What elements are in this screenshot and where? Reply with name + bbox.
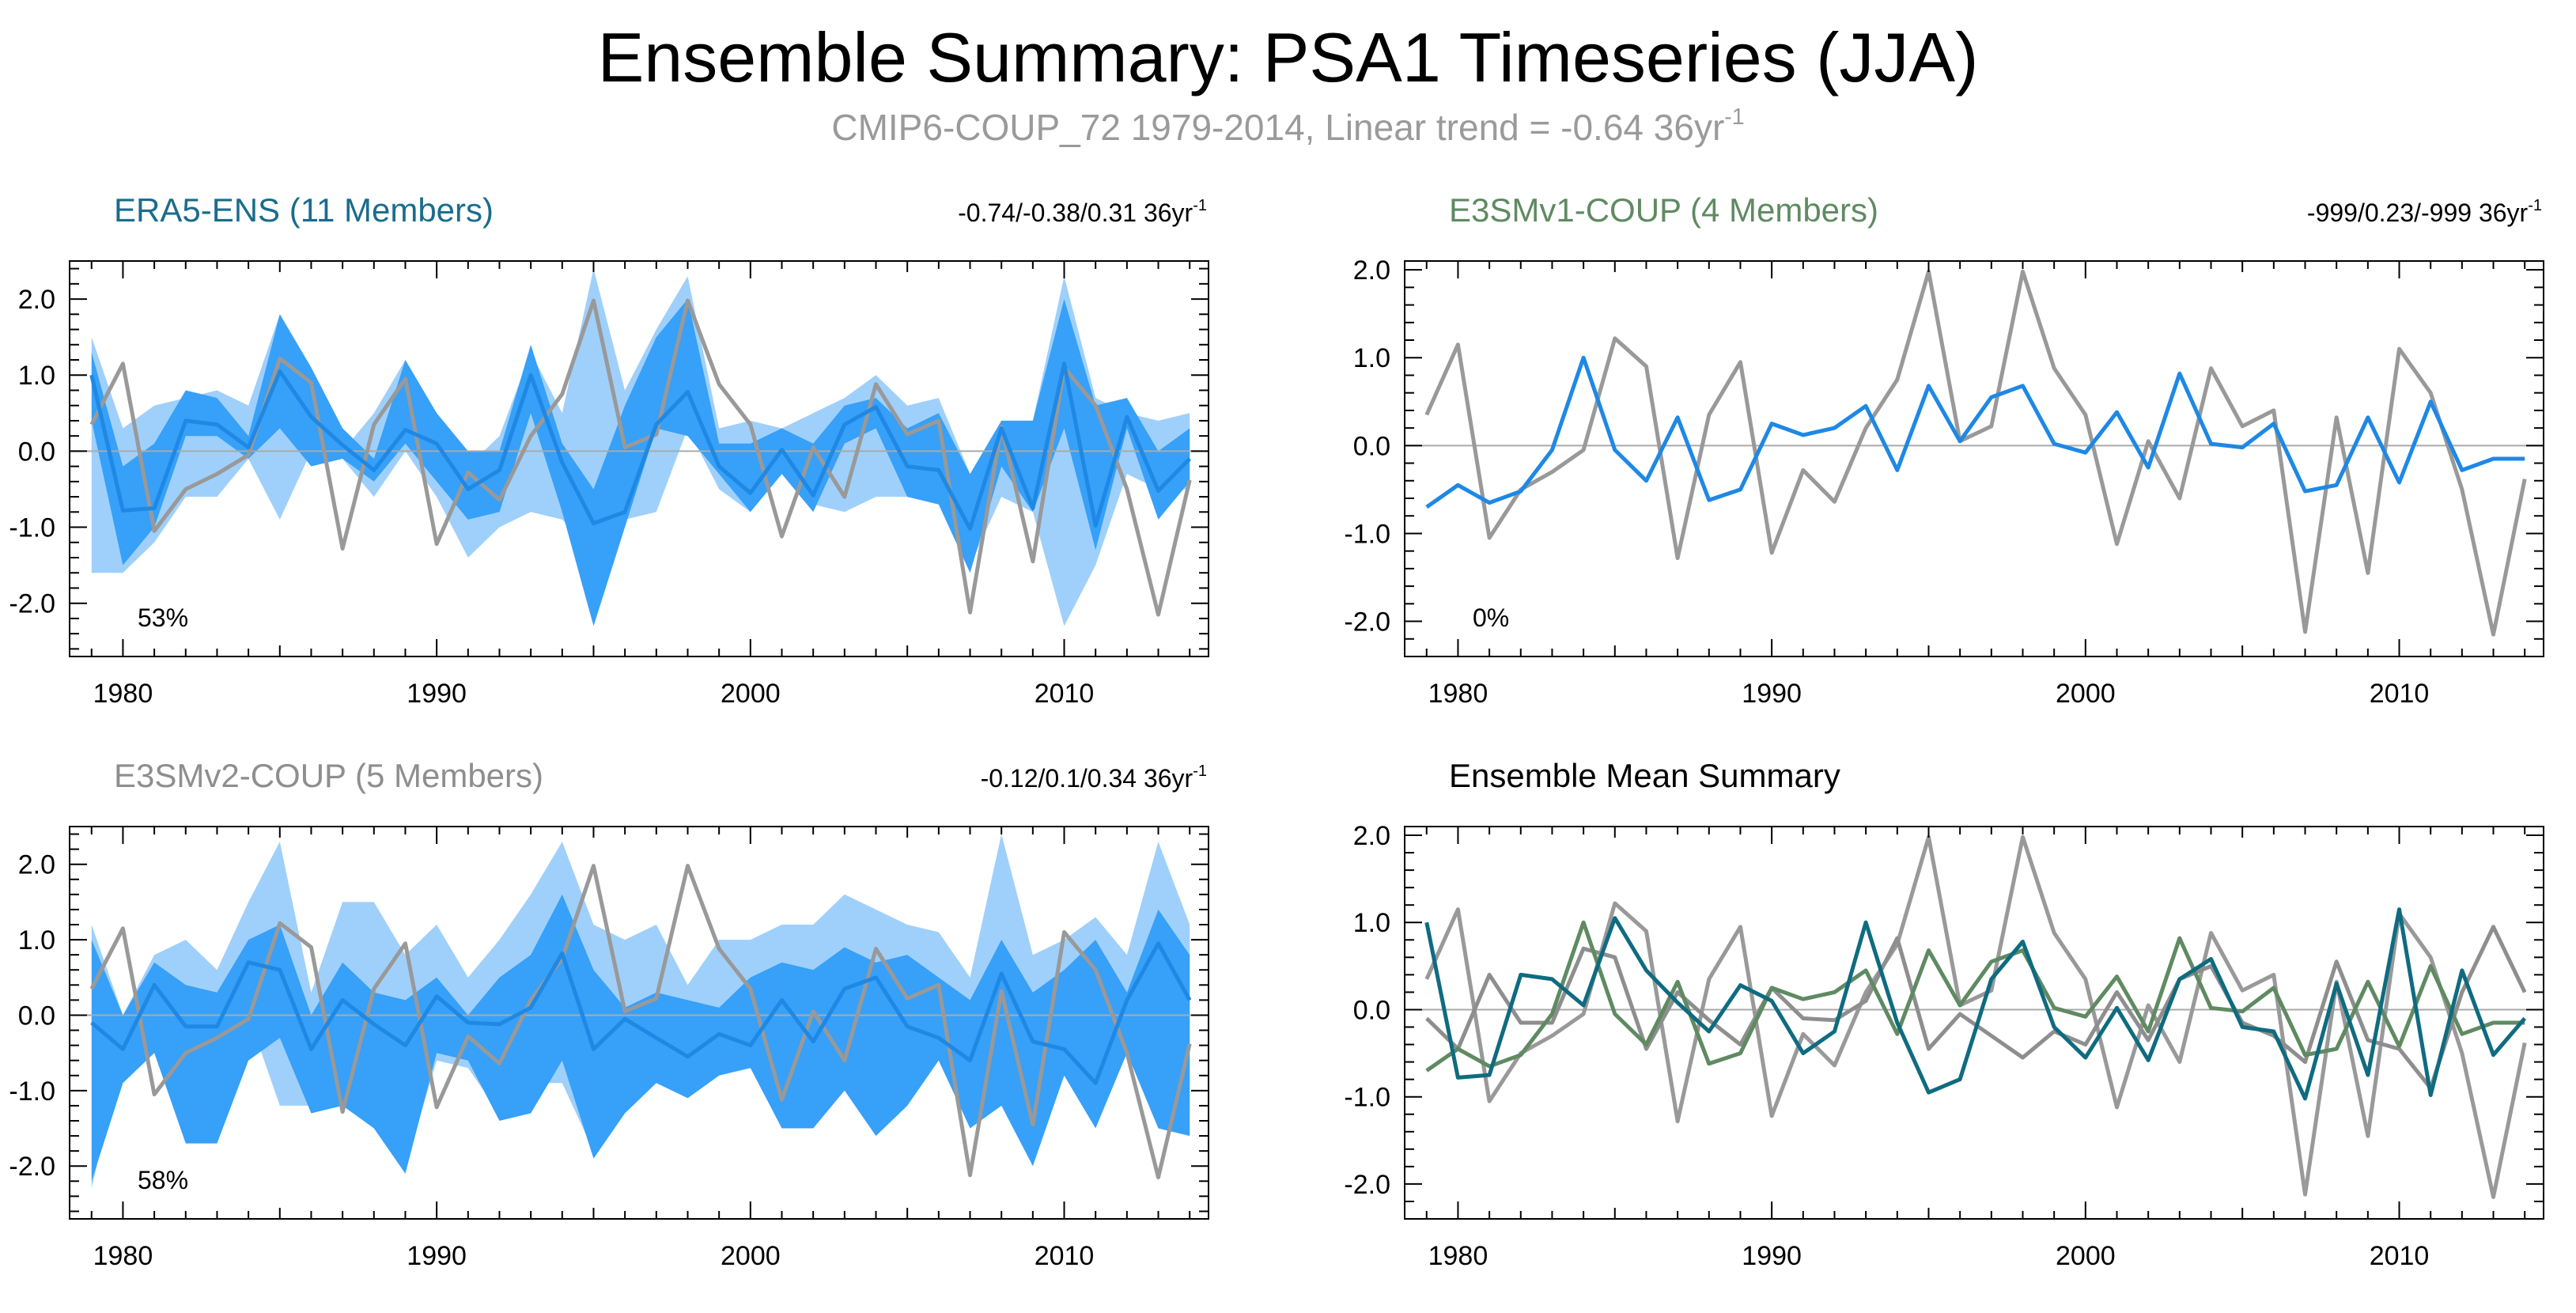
plot-area-e3smv1 [1405,271,2544,634]
panel-era5: ERA5-ENS (11 Members) -0.74/-0.38/0.31 36… [9,191,1209,709]
percent-label-e3smv2: 58% [138,1166,188,1194]
ytick-label: -1.0 [1344,519,1390,549]
ytick-label: 1.0 [18,361,55,391]
panel-e3smv1: E3SMv1-COUP (4 Members) -999/0.23/-999 36… [1344,191,2544,709]
ytick-label: -2.0 [1344,607,1390,638]
panel-grid: ERA5-ENS (11 Members) -0.74/-0.38/0.31 36… [0,0,2576,1313]
xtick-label: 1990 [1742,679,1802,709]
panel-title-e3smv2: E3SMv2-COUP (5 Members) [114,757,543,794]
xtick-label: 1990 [1742,1241,1802,1271]
plot-area-mean [1405,837,2544,1197]
xtick-label: 2000 [721,679,781,709]
panel-title-e3smv1: E3SMv1-COUP (4 Members) [1449,191,1878,229]
panel-e3smv2: E3SMv2-COUP (5 Members) -0.12/0.1/0.34 36… [9,757,1209,1271]
trend-label-era5: -0.74/-0.38/0.31 36yr-1 [958,197,1207,227]
ytick-label: -2.0 [9,1152,55,1182]
ytick-label: 0.0 [1353,995,1390,1025]
ytick-label: 0.0 [18,437,55,467]
ytick-label: 2.0 [18,850,55,880]
ytick-label: 1.0 [18,925,55,955]
plot-area-era5 [70,269,1209,626]
panel-title-era5: ERA5-ENS (11 Members) [114,191,494,229]
percent-label-era5: 53% [138,604,188,632]
series-line-era5-ens [1427,910,2525,1099]
plot-area-e3smv2 [70,834,1209,1189]
xtick-label: 1990 [407,679,467,709]
ytick-label: -2.0 [1344,1170,1390,1200]
ytick-label: -1.0 [1344,1083,1390,1113]
xtick-label: 2000 [2056,679,2116,709]
trend-label-e3smv1: -999/0.23/-999 36yr-1 [2307,197,2542,227]
xtick-label: 1980 [1428,679,1488,709]
plot-frame-e3smv1 [1405,261,2544,656]
ytick-label: 1.0 [1353,343,1390,373]
xtick-label: 1980 [1428,1241,1488,1271]
trend-label-e3smv2: -0.12/0.1/0.34 36yr-1 [981,762,1207,793]
panel-mean: Ensemble Mean Summary 1980 1990 2000 2010 -2.… [1344,757,2544,1271]
ytick-label: -1.0 [9,513,55,543]
ytick-label: 2.0 [1353,255,1390,286]
xtick-label: 2010 [1035,679,1095,709]
obs-line-e3smv1 [1427,271,2525,634]
xtick-label: 1980 [93,679,153,709]
xtick-label: 1980 [93,1241,153,1271]
ytick-label: 2.0 [18,285,55,315]
xtick-label: 2000 [721,1241,781,1271]
ytick-label: 2.0 [1353,821,1390,851]
xtick-label: 2010 [2370,1241,2430,1271]
xtick-label: 2000 [2056,1241,2116,1271]
ytick-label: -1.0 [9,1077,55,1107]
xtick-label: 2010 [1035,1241,1095,1271]
ytick-label: 0.0 [1353,431,1390,461]
ytick-label: 1.0 [1353,908,1390,938]
percent-label-e3smv1: 0% [1473,604,1509,632]
panel-title-mean: Ensemble Mean Summary [1449,757,1840,794]
xtick-label: 2010 [2370,679,2430,709]
xtick-label: 1990 [407,1241,467,1271]
ytick-label: 0.0 [18,1001,55,1031]
ytick-label: -2.0 [9,589,55,619]
